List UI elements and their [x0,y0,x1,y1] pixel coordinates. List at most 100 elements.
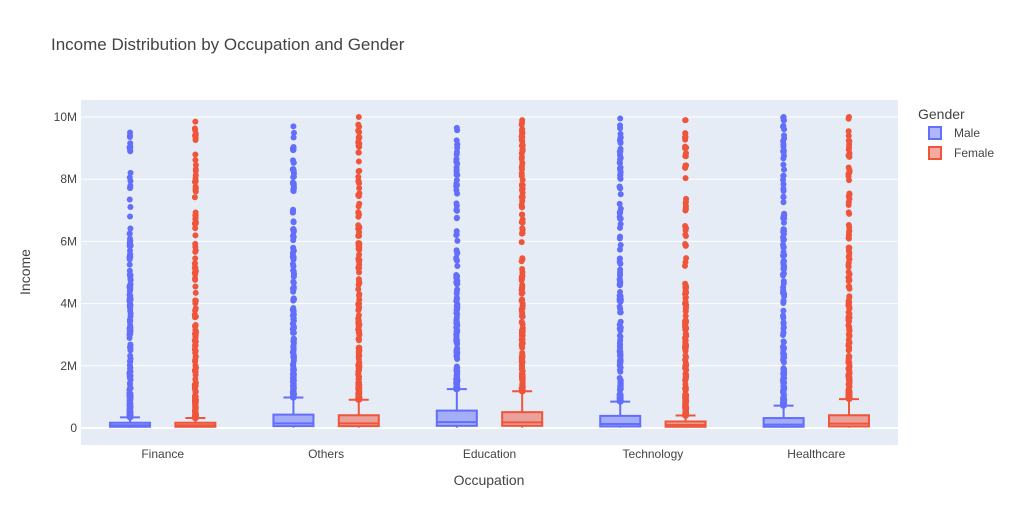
outlier-point [290,315,297,322]
outlier-point [127,140,134,147]
outlier-point [192,248,199,255]
box-male-finance[interactable] [109,129,152,428]
legend-item-male[interactable]: Male [928,126,980,140]
y-tick-labels: 0 2M 4M 6M 8M 10M [54,110,78,435]
outlier-point [127,301,134,308]
outlier-point [127,313,134,320]
iqr-box[interactable] [762,417,805,428]
outlier-point [126,261,133,268]
outlier-point [355,127,362,134]
outlier-point [519,117,526,124]
outlier-point [127,238,134,245]
y-tick-label: 0 [70,421,77,435]
iqr-box[interactable] [435,409,478,427]
iqr-box[interactable] [827,414,870,428]
outlier-point [127,326,134,333]
outlier-point [616,235,623,242]
outlier-point [519,218,526,225]
outlier-point [356,264,363,271]
outlier-point [126,390,133,397]
plot-area [81,100,898,445]
outlier-point [617,169,624,176]
outlier-point [617,191,624,198]
legend-item-female[interactable]: Female [928,146,994,160]
outlier-point [616,148,623,155]
outlier-points [126,129,134,421]
outlier-point [518,287,525,294]
outlier-point [290,129,297,136]
outlier-point [682,207,689,214]
outlier-point [780,331,787,338]
box-male-healthcare[interactable] [762,114,805,428]
box-male-technology[interactable] [599,115,642,428]
outlier-point [519,366,526,373]
box-female-finance[interactable] [174,118,217,428]
outlier-point [192,313,199,320]
outlier-point [780,114,787,120]
outlier-point [780,284,787,291]
outlier-point [192,332,199,339]
outlier-point [683,195,690,202]
outlier-point [192,382,199,389]
series-male[interactable] [109,114,805,428]
box-male-education[interactable] [435,124,478,428]
outlier-point [780,307,787,314]
boxes[interactable] [109,114,870,428]
outlier-point [355,114,362,120]
iqr-box[interactable] [272,413,315,428]
box-female-others[interactable] [337,114,380,428]
outlier-point [453,124,460,131]
y-tick-label: 8M [60,172,77,186]
outlier-point [126,230,133,237]
box-female-healthcare[interactable] [827,114,870,428]
outlier-point [192,166,199,173]
outlier-point [126,242,133,249]
iqr-box[interactable] [599,414,642,428]
outlier-point [290,180,297,187]
outlier-point [289,382,296,389]
outlier-point [356,328,363,335]
outlier-point [290,123,297,130]
outlier-point [453,148,460,155]
outlier-point [780,187,787,194]
outlier-point [845,173,852,180]
box-female-technology[interactable] [664,117,707,428]
outlier-point [290,187,297,194]
outlier-point [616,183,623,190]
outlier-point [356,180,363,187]
outlier-point [127,344,134,351]
outlier-point [290,134,297,141]
outlier-point [192,356,199,363]
box-female-education[interactable] [501,117,544,428]
outlier-point [780,219,787,226]
outlier-point [454,257,461,264]
outlier-point [453,182,460,189]
outlier-point [616,255,623,262]
outlier-point [846,190,853,197]
outlier-point [355,301,362,308]
outlier-point [191,323,198,330]
outlier-point [617,288,624,295]
outlier-point [780,367,787,374]
outlier-point [453,363,460,370]
outlier-point [780,272,787,279]
outlier-point [356,321,363,328]
box-male-others[interactable] [272,123,315,428]
outlier-point [617,345,624,352]
outlier-point [355,276,362,283]
legend[interactable]: Gender Male Female [918,106,994,160]
outlier-point [780,149,787,156]
legend-label: Female [954,146,994,160]
outlier-point [682,337,689,344]
series-female[interactable] [174,114,870,428]
iqr-box[interactable] [337,414,380,428]
outlier-point [355,375,362,382]
x-tick-label: Technology [623,447,684,461]
outlier-point [454,356,461,363]
outlier-point [453,272,460,279]
outlier-point [617,130,624,137]
outlier-point [192,350,199,357]
iqr-box[interactable] [501,411,544,427]
outlier-point [682,164,689,171]
outlier-point [846,346,853,353]
